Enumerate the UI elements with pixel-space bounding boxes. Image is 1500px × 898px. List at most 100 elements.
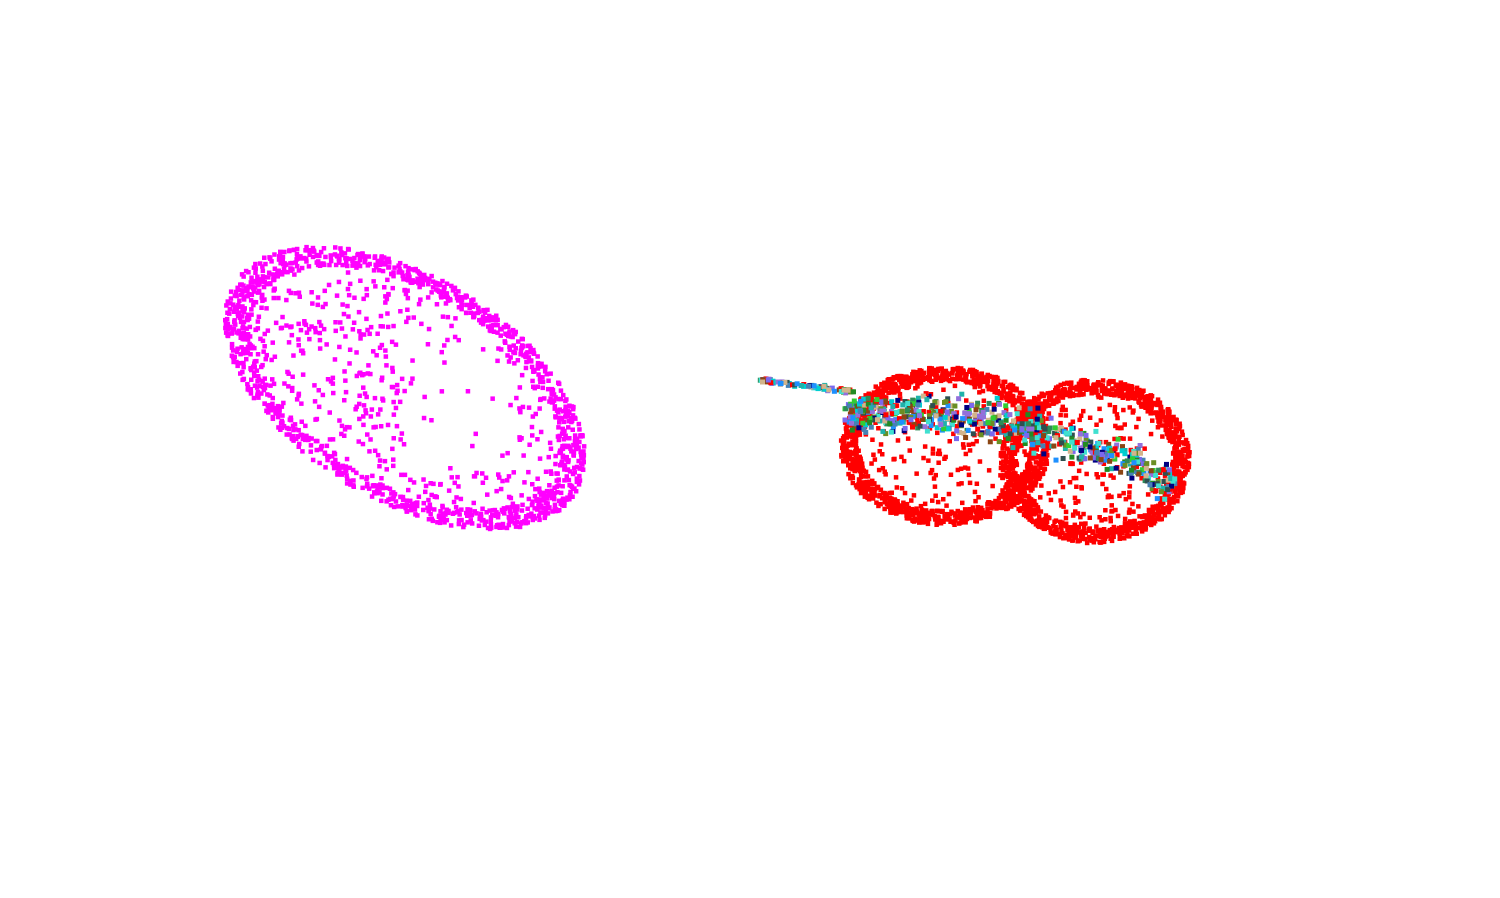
- red-point: [1181, 485, 1186, 491]
- red-point: [1037, 461, 1042, 467]
- red-point: [1076, 524, 1081, 530]
- red-point: [882, 388, 887, 393]
- red-point: [1152, 512, 1157, 518]
- multicolor-point: [1088, 439, 1094, 445]
- multicolor-point: [1034, 435, 1040, 441]
- red-point: [1150, 517, 1155, 522]
- red-point: [1180, 432, 1185, 438]
- red-point: [844, 459, 850, 464]
- magenta-point: [556, 498, 562, 504]
- magenta-point: [415, 513, 420, 518]
- magenta-point: [504, 478, 510, 483]
- red-point: [1067, 391, 1072, 397]
- magenta-point: [579, 461, 584, 466]
- magenta-point: [505, 505, 510, 510]
- red-point: [876, 467, 882, 473]
- magenta-point: [357, 252, 362, 257]
- magenta-point: [538, 396, 543, 402]
- red-point: [1139, 404, 1144, 409]
- red-point: [1028, 475, 1034, 481]
- multicolor-point: [1026, 426, 1032, 432]
- magenta-point: [391, 399, 396, 405]
- magenta-point: [471, 314, 476, 320]
- red-point: [1184, 465, 1189, 470]
- magenta-point: [241, 360, 246, 366]
- magenta-point: [398, 309, 403, 314]
- red-point: [839, 452, 844, 458]
- magenta-point: [377, 490, 382, 495]
- red-point: [926, 510, 931, 515]
- magenta-point: [284, 323, 289, 328]
- red-point: [1179, 440, 1184, 445]
- red-point: [1149, 522, 1154, 528]
- magenta-point: [322, 288, 327, 294]
- red-point: [878, 393, 883, 399]
- red-point: [1113, 507, 1118, 513]
- red-point: [897, 377, 902, 383]
- magenta-point: [533, 486, 538, 492]
- red-point: [1148, 405, 1154, 411]
- red-point: [899, 486, 905, 491]
- multicolor-point: [1027, 406, 1033, 412]
- magenta-point: [338, 471, 344, 476]
- magenta-point: [394, 382, 400, 388]
- red-point: [1029, 399, 1034, 405]
- red-point: [997, 502, 1003, 507]
- magenta-point: [275, 271, 280, 276]
- magenta-point: [234, 349, 240, 355]
- red-point: [923, 519, 929, 524]
- magenta-point: [549, 386, 554, 392]
- magenta-point: [392, 265, 397, 270]
- red-point: [1074, 387, 1079, 392]
- magenta-point: [438, 517, 443, 523]
- red-point: [1119, 425, 1124, 431]
- red-point: [1020, 410, 1025, 415]
- red-point: [870, 495, 875, 501]
- magenta-point: [426, 326, 432, 332]
- red-point: [1165, 407, 1171, 412]
- red-point: [869, 492, 874, 498]
- red-point: [1118, 384, 1123, 390]
- red-point: [934, 522, 939, 527]
- red-point: [1170, 439, 1175, 445]
- red-point: [986, 386, 991, 392]
- magenta-point: [563, 433, 568, 438]
- red-point: [1046, 411, 1052, 416]
- multicolor-point: [1109, 466, 1114, 472]
- red-point: [1145, 402, 1150, 408]
- magenta-point: [577, 466, 582, 471]
- magenta-point: [296, 427, 301, 433]
- red-point: [1010, 466, 1016, 471]
- red-point: [957, 513, 962, 519]
- magenta-point: [245, 387, 250, 392]
- magenta-point: [537, 406, 542, 411]
- red-point: [1155, 510, 1161, 515]
- magenta-point: [528, 345, 533, 351]
- red-point: [1027, 452, 1033, 458]
- magenta-point: [430, 285, 436, 290]
- red-point: [1018, 478, 1023, 483]
- red-point: [977, 390, 982, 395]
- red-point: [981, 375, 987, 381]
- multicolor-point: [867, 416, 873, 421]
- multicolor-point: [902, 399, 908, 404]
- magenta-point: [553, 395, 558, 400]
- magenta-point: [565, 459, 571, 465]
- red-point: [1068, 533, 1074, 539]
- magenta-point: [391, 436, 396, 441]
- multicolor-point: [1031, 450, 1037, 456]
- magenta-point: [272, 252, 277, 257]
- magenta-point: [337, 344, 342, 350]
- magenta-point: [373, 284, 378, 289]
- magenta-point: [384, 257, 390, 263]
- multicolor-point: [1038, 418, 1044, 424]
- magenta-point: [345, 270, 351, 275]
- red-point: [996, 504, 1001, 510]
- multicolor-point: [1137, 443, 1143, 448]
- magenta-point: [280, 413, 285, 418]
- magenta-point: [434, 282, 439, 287]
- magenta-point: [431, 481, 436, 487]
- red-point: [963, 520, 968, 525]
